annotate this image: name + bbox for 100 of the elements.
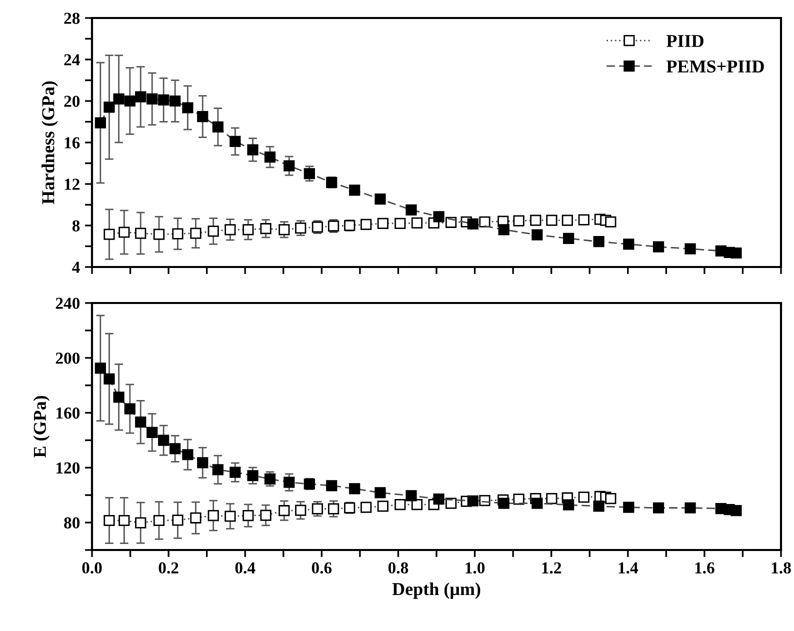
point <box>513 494 524 505</box>
point <box>264 473 276 484</box>
point <box>652 241 664 252</box>
y-tick-label: 120 <box>56 462 80 474</box>
point <box>182 102 194 114</box>
point <box>118 226 130 238</box>
point <box>433 211 444 222</box>
point <box>230 136 241 148</box>
point <box>374 487 386 498</box>
y-axis-title: E (GPa) <box>33 396 50 458</box>
point <box>467 495 478 506</box>
x-tick-label: 1.0 <box>466 562 485 574</box>
point <box>208 510 219 522</box>
point <box>349 483 360 494</box>
point <box>360 218 372 230</box>
point <box>295 504 306 516</box>
y-tick-label: 16 <box>64 137 80 148</box>
point <box>135 91 146 102</box>
point <box>118 514 130 526</box>
point <box>684 243 696 254</box>
point <box>104 228 115 240</box>
point <box>563 499 574 510</box>
point <box>349 184 360 196</box>
point <box>170 95 181 107</box>
point <box>605 492 616 504</box>
point <box>394 218 406 229</box>
point <box>113 392 124 403</box>
point <box>124 95 136 107</box>
point <box>411 217 423 228</box>
point <box>730 247 742 259</box>
point <box>284 160 295 172</box>
point <box>278 505 290 516</box>
point <box>242 510 254 522</box>
point <box>328 503 340 514</box>
point <box>406 490 417 502</box>
point <box>467 218 478 230</box>
point <box>153 228 165 240</box>
point <box>411 499 423 510</box>
point <box>212 464 224 476</box>
x-tick-label: 0.2 <box>158 562 178 574</box>
y-tick-label: 28 <box>64 12 80 24</box>
point <box>224 224 236 236</box>
x-tick-label: 0.6 <box>312 562 332 574</box>
point <box>498 224 510 236</box>
point <box>532 498 543 509</box>
point <box>530 214 542 226</box>
y-tick-label: 200 <box>56 352 80 364</box>
point <box>208 226 219 237</box>
point <box>104 102 115 113</box>
point <box>374 193 386 205</box>
point <box>158 434 170 446</box>
point <box>406 204 417 216</box>
point <box>433 494 444 505</box>
point <box>278 224 290 236</box>
point <box>212 121 224 132</box>
point <box>593 236 604 248</box>
point <box>377 218 388 229</box>
y-tick-label: 20 <box>64 96 80 107</box>
y-tick-label: 8 <box>72 220 80 232</box>
point <box>578 214 590 226</box>
point <box>182 449 194 460</box>
y-tick-label: 240 <box>56 298 80 309</box>
point <box>304 168 315 180</box>
point <box>94 117 106 128</box>
point <box>546 492 558 504</box>
point <box>247 470 258 482</box>
point <box>652 502 664 514</box>
point <box>170 443 181 454</box>
y-tick-label: 12 <box>64 178 80 190</box>
point <box>479 216 490 228</box>
point <box>190 228 202 239</box>
point <box>394 499 406 510</box>
point <box>326 480 338 492</box>
point <box>172 514 184 526</box>
point <box>260 223 272 234</box>
point <box>360 502 372 513</box>
point <box>197 457 208 468</box>
point <box>158 94 170 106</box>
x-tick-label: 1.8 <box>772 562 791 574</box>
point <box>284 476 295 488</box>
point <box>94 362 106 374</box>
point <box>578 492 590 503</box>
point <box>197 111 208 122</box>
point <box>563 232 574 244</box>
point <box>562 214 573 226</box>
point <box>146 426 158 438</box>
point <box>146 93 158 104</box>
x-tick-label: 0.4 <box>235 562 256 574</box>
y-tick-label: 24 <box>64 54 80 66</box>
point <box>684 502 696 514</box>
x-tick-label: 1.6 <box>695 562 714 574</box>
point <box>135 228 146 239</box>
point <box>104 373 115 384</box>
point <box>532 229 543 240</box>
x-tick-label: 1.4 <box>618 562 638 574</box>
point <box>264 151 276 163</box>
point <box>593 500 604 512</box>
point <box>230 466 241 478</box>
point <box>445 498 457 509</box>
y-axis-title: Hardness (GPa) <box>42 81 58 204</box>
